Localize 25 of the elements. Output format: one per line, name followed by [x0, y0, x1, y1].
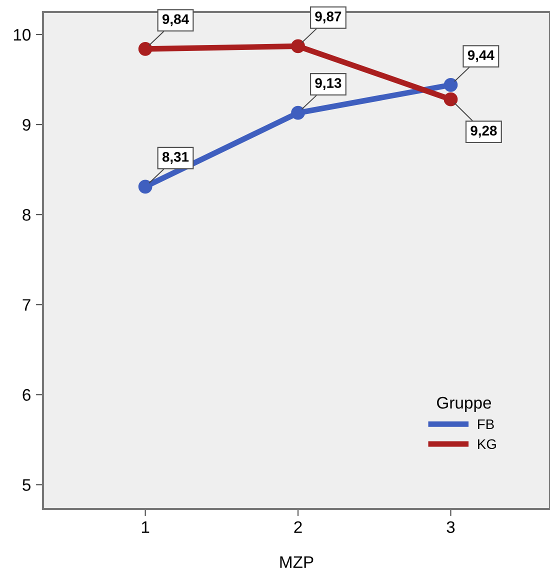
x-tick-label: 1: [142, 521, 150, 533]
point: [444, 92, 458, 106]
y-tick-label: 7: [22, 299, 30, 311]
data-label: 9,87: [315, 12, 342, 24]
y-tick-label: 6: [22, 389, 30, 401]
y-tick-label: 9: [22, 118, 30, 131]
data-label: 9,28: [470, 126, 497, 138]
x-tick-label: 3: [446, 521, 455, 534]
x-axis-title: MZP: [280, 556, 314, 568]
point: [138, 42, 152, 56]
point: [291, 39, 305, 54]
y-tick-label: 5: [22, 479, 30, 491]
legend-label: KG: [478, 439, 496, 450]
point: [138, 180, 152, 194]
data-label: 8,31: [162, 152, 189, 164]
legend-title: Gruppe: [437, 396, 492, 412]
data-label: 9,13: [315, 78, 342, 90]
point: [444, 78, 458, 92]
data-label: 9,84: [162, 14, 189, 26]
legend-label: FB: [478, 419, 494, 429]
point: [291, 106, 305, 120]
data-label: 9,44: [468, 50, 494, 62]
y-tick-label: 10: [14, 28, 31, 41]
y-tick-label: 8: [22, 208, 30, 221]
x-tick-label: 2: [294, 521, 302, 533]
